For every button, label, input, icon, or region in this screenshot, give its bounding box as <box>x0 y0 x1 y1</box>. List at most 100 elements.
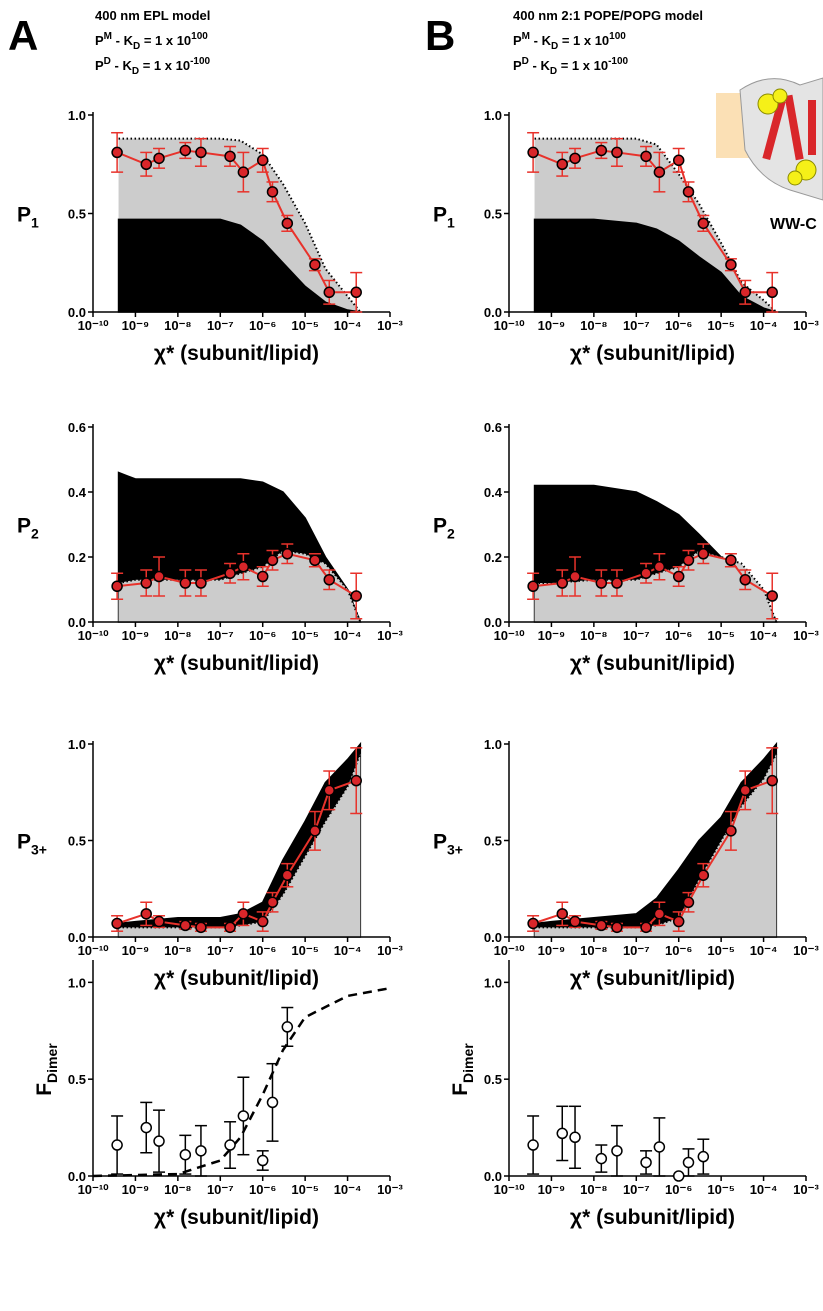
y-tick-label: 1.0 <box>68 108 86 123</box>
data-point <box>224 567 236 579</box>
data-point <box>266 186 279 198</box>
x-tick-label: 10⁻⁷ <box>207 943 234 958</box>
y-axis-label: P3+ <box>17 831 47 858</box>
x-tick-label: 10⁻⁹ <box>538 628 566 643</box>
x-tick-label: 10⁻⁹ <box>538 318 566 333</box>
y-tick-label: 0.6 <box>68 420 86 435</box>
data-point <box>111 146 123 159</box>
x-tick-label: 10⁻¹⁰ <box>494 318 526 333</box>
header-text: - K <box>530 33 552 48</box>
header-text: D <box>132 66 139 77</box>
x-tick-label: 10⁻⁹ <box>122 943 150 958</box>
y-tick-label: 1.0 <box>484 975 502 990</box>
x-tick-label: 10⁻⁹ <box>122 628 150 643</box>
y-label-sub: 2 <box>447 526 455 542</box>
data-point <box>766 590 778 602</box>
x-tick-label: 10⁻⁶ <box>665 628 692 643</box>
x-tick-label: 10⁻⁵ <box>707 943 734 958</box>
data-point <box>739 286 752 299</box>
data-point <box>697 217 710 230</box>
chart: 0.0 0.5 1.0 10⁻¹⁰ 10⁻⁹ 10⁻⁸ 10⁻⁷ 10⁻⁶ 10⁻⁵ 10⁻⁴ 10… <box>433 108 819 365</box>
data-point <box>682 1156 695 1169</box>
area <box>534 550 777 622</box>
x-tick-label: 10⁻³ <box>793 628 819 643</box>
x-tick-label: 10⁻⁴ <box>334 1182 362 1197</box>
y-tick-label: 0.5 <box>484 207 502 222</box>
data-point <box>569 152 581 165</box>
x-axis-label: χ* (subunit/lipid) <box>154 342 319 365</box>
data-point <box>697 1150 710 1163</box>
x-axis-label: χ* (subunit/lipid) <box>570 1206 735 1229</box>
header-line: PM - KD = 1 x 10100 <box>513 31 626 52</box>
y-label-main: P <box>17 515 31 538</box>
y-tick-label: 0.0 <box>484 930 502 945</box>
chart: 0.0 0.5 1.0 10⁻¹⁰ 10⁻⁹ 10⁻⁸ 10⁻⁷ 10⁻⁶ 10⁻⁵ 10⁻⁴ 10… <box>33 960 403 1229</box>
data-point <box>672 915 685 928</box>
data-point <box>195 146 207 159</box>
data-point <box>323 784 336 797</box>
x-tick-label: 10⁻¹⁰ <box>494 943 526 958</box>
panel-letter: A <box>8 12 38 59</box>
data-point <box>153 915 165 928</box>
data-point <box>140 158 153 170</box>
data-point <box>725 825 737 837</box>
header-text: M <box>104 31 112 42</box>
x-tick-label: 10⁻⁷ <box>623 318 650 333</box>
data-point <box>323 286 336 299</box>
x-tick-label: 10⁻⁷ <box>623 628 650 643</box>
data-point <box>611 921 623 934</box>
data-point <box>153 152 165 165</box>
y-tick-label: 0.0 <box>68 930 86 945</box>
residue <box>757 93 779 115</box>
data-point <box>179 919 192 932</box>
y-tick-label: 0.0 <box>68 305 86 320</box>
header-text: = 1 x 10 <box>557 58 608 73</box>
data-point <box>281 1021 294 1033</box>
data-point <box>766 286 778 299</box>
data-point <box>611 146 623 159</box>
data-point <box>556 158 569 170</box>
header-text: 100 <box>191 31 208 42</box>
data-point <box>281 869 294 881</box>
x-tick-label: 10⁻¹⁰ <box>78 943 110 958</box>
header-text: D <box>104 56 111 67</box>
x-tick-label: 10⁻⁸ <box>164 318 191 333</box>
x-tick-label: 10⁻⁷ <box>207 628 234 643</box>
data-point <box>595 144 608 157</box>
data-point <box>653 561 666 573</box>
area <box>117 218 361 313</box>
x-axis-label: χ* (subunit/lipid) <box>570 652 735 675</box>
data-point <box>256 1154 269 1167</box>
helix <box>808 100 816 155</box>
header-text: D <box>550 66 557 77</box>
x-tick-label: 10⁻⁶ <box>665 318 692 333</box>
data-point <box>527 917 539 930</box>
y-tick-label: 0.5 <box>484 834 502 849</box>
x-tick-label: 10⁻¹⁰ <box>78 318 110 333</box>
x-tick-label: 10⁻⁴ <box>750 1182 778 1197</box>
data-point <box>256 570 269 583</box>
area-edge <box>534 137 778 313</box>
y-label-main: P <box>17 831 31 854</box>
x-tick-label: 10⁻³ <box>793 1182 819 1197</box>
x-tick-label: 10⁻³ <box>377 943 403 958</box>
data-point <box>556 1127 569 1140</box>
header-text: D <box>133 41 140 52</box>
x-tick-label: 10⁻⁸ <box>164 628 191 643</box>
data-point <box>569 570 581 583</box>
residue <box>772 88 788 104</box>
data-point <box>256 154 269 167</box>
x-tick-label: 10⁻⁵ <box>291 943 318 958</box>
x-axis-label: χ* (subunit/lipid) <box>154 1206 319 1229</box>
data-point <box>556 577 569 589</box>
y-label-sub: 3+ <box>31 842 47 858</box>
inset-structure: WW-C <box>716 77 823 233</box>
data-point <box>266 896 279 909</box>
data-point <box>309 554 321 566</box>
x-tick-label: 10⁻⁸ <box>580 943 607 958</box>
chart: 0.0 0.5 1.0 10⁻¹⁰ 10⁻⁹ 10⁻⁸ 10⁻⁷ 10⁻⁶ 10⁻⁵ 10⁻⁴ 10… <box>449 960 819 1229</box>
x-tick-label: 10⁻⁵ <box>291 628 318 643</box>
y-axis-label: FDimer <box>33 1043 60 1096</box>
data-point <box>140 908 153 920</box>
